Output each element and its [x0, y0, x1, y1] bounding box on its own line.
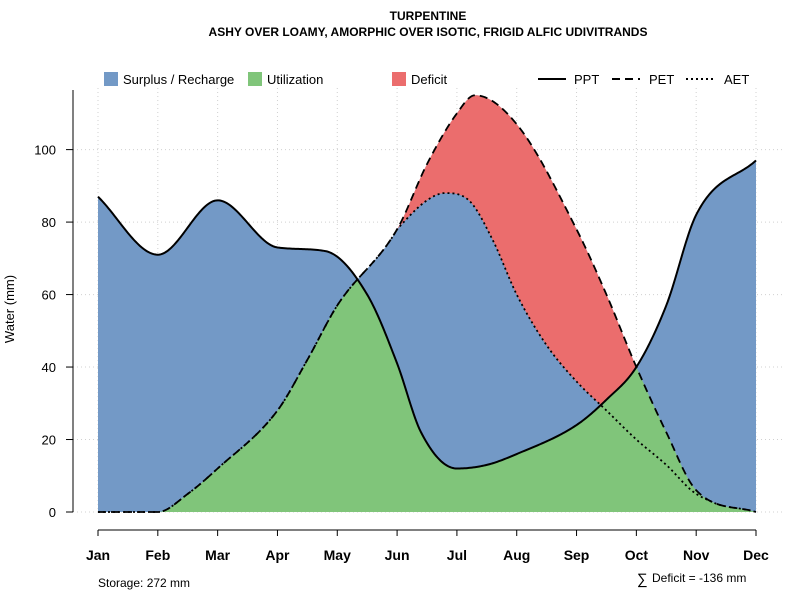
x-tick-label: Nov	[683, 547, 710, 563]
y-axis-title: Water (mm)	[2, 275, 17, 343]
axes: 0 20 40 60 80 100 Jan Feb Mar Apr May Jun Jul Aug Sep O…	[34, 90, 769, 563]
legend-swatch-utilization	[248, 72, 262, 86]
legend-label-ppt: PPT	[574, 72, 599, 87]
legend-label-utilization: Utilization	[267, 72, 323, 87]
y-tick-label: 80	[42, 215, 56, 230]
area-fills	[98, 95, 756, 512]
ppt-line	[97, 159, 757, 470]
x-tick-label: Sep	[564, 547, 590, 563]
y-tick-label: 60	[42, 288, 56, 303]
chart-subtitle: ASHY OVER LOAMY, AMORPHIC OVER ISOTIC, F…	[209, 25, 648, 39]
legend: Surplus / Recharge Utilization Deficit P…	[104, 72, 749, 87]
deficit-label: Deficit = -136 mm	[652, 571, 746, 585]
utilization-area	[98, 280, 756, 512]
x-tick-label: Apr	[265, 547, 290, 563]
x-tick-label: Feb	[145, 547, 170, 563]
y-tick-label: 40	[42, 360, 56, 375]
x-tick-label: Jul	[447, 547, 467, 563]
legend-label-surplus: Surplus / Recharge	[123, 72, 234, 87]
y-tick-label: 100	[34, 143, 56, 158]
legend-label-pet: PET	[649, 72, 674, 87]
y-tick-label: 20	[42, 433, 56, 448]
pet-line	[98, 94, 757, 513]
x-tick-label: Oct	[625, 547, 649, 563]
deficit-sum-symbol: ∑	[637, 571, 648, 588]
legend-swatch-surplus	[104, 72, 118, 86]
x-tick-label: Mar	[205, 547, 230, 563]
surplus-area	[98, 95, 756, 512]
y-tick-label: 0	[49, 505, 56, 520]
deficit-area	[98, 95, 756, 512]
storage-label: Storage: 272 mm	[98, 576, 190, 590]
chart-title: TURPENTINE	[390, 9, 467, 23]
x-tick-label: Aug	[503, 547, 530, 563]
x-tick-label: May	[324, 547, 351, 563]
x-tick-label: Jan	[86, 547, 110, 563]
x-tick-label: Dec	[743, 547, 769, 563]
legend-label-deficit: Deficit	[411, 72, 448, 87]
x-tick-label: Jun	[385, 547, 410, 563]
series-lines	[97, 94, 757, 513]
legend-label-aet: AET	[724, 72, 749, 87]
legend-swatch-deficit	[392, 72, 406, 86]
